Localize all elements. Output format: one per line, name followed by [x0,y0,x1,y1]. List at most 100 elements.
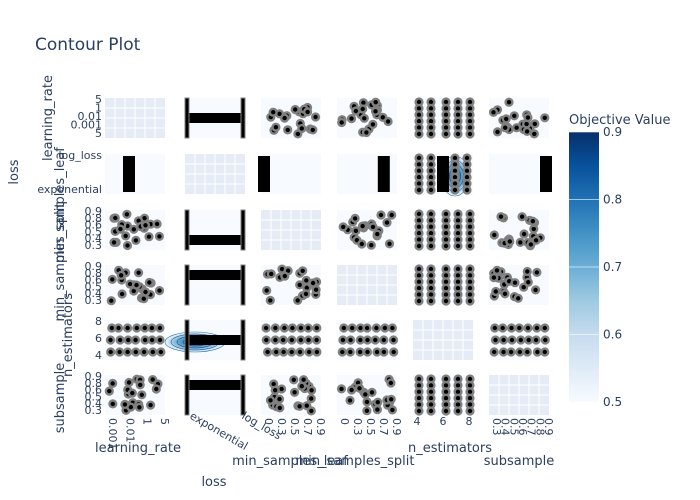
trial-point [131,235,141,246]
trial-point [298,266,308,276]
trial-point [426,241,436,251]
trial-point [519,229,529,239]
trial-point [266,269,276,279]
trial-point [414,406,424,416]
y-axis-title: min_samples_leaf [53,147,68,263]
x-tick-label: 8 [466,415,473,428]
x-tick-label: 6 [440,415,447,428]
trial-point [511,123,522,133]
trial-point [387,405,398,415]
trial-point [289,375,299,385]
x-tick-label: 0.9 [542,418,555,436]
trial-point [370,106,381,116]
subplot-min_samples_leaf-vs-n_estimators [413,209,475,251]
trial-point [262,285,272,296]
trial-point [465,129,475,139]
trial-point [122,209,132,219]
trial-point [490,335,501,345]
y-tick-label: 4 [95,349,102,362]
trial-point [270,335,281,345]
trial-point [373,397,383,407]
trial-edge [240,97,246,139]
trial-point [306,394,316,404]
trial-point [465,296,475,306]
trial-point [501,114,511,124]
trial-point [155,323,165,333]
trial-point [156,347,166,357]
y-tick-label: 0.8 [85,267,103,280]
trial-point [532,347,543,357]
trial-point [280,113,290,123]
trial-point [308,278,318,288]
trial-point [121,231,131,241]
trial-point [139,347,149,357]
trial-point [275,403,285,413]
trial-point [371,323,382,333]
trial-point [312,347,322,357]
trial-point [441,129,451,139]
trial-point [450,185,460,195]
trial-point [261,323,271,333]
trial-point [287,323,298,333]
trial-point [115,224,126,234]
trial-point [540,335,550,345]
trial-point [540,113,550,123]
trial-point [114,347,125,357]
trial-point [274,394,285,404]
trial-point [140,220,151,230]
trial-point [523,112,533,123]
trial-point [358,221,368,231]
trial-point [297,123,307,134]
trial-point [379,347,389,357]
trial-point [426,296,436,306]
trial-point [279,347,289,357]
x-axis-title-loss: loss [201,475,226,490]
trial-point [109,237,119,248]
x-tick-label: 0.001 [106,418,119,450]
trial-point [338,335,348,345]
trial-point [359,113,369,123]
y-axis-title: n_estimators [61,293,76,377]
trial-point [368,222,378,232]
trial-point [515,347,525,357]
x-tick-label: 0.3 [351,418,364,436]
y-tick-label: 6 [95,332,102,345]
subplot-loss-vs-min_samples_leaf [258,154,321,194]
subplot-subsample-vs-min_samples_leaf [261,375,321,416]
trial-point [531,235,541,245]
trial-point [312,323,322,333]
trial-point [106,296,116,306]
trial-point [117,289,127,299]
trial-point [268,107,278,117]
trial-point [498,347,509,357]
trial-point [105,335,116,345]
trial-point [532,267,542,278]
subplot-n_estimators-vs-n_estimators [413,320,473,360]
trial-point [154,231,165,242]
y-tick-label: 0.3 [85,294,103,307]
x-tick-label: 0.7 [377,418,390,436]
x-tick-label: 4 [414,415,421,428]
subplot-min_samples_split-vs-loss [184,264,246,306]
y-tick-label: 0.8 [85,377,103,390]
trial-point [453,406,463,416]
colorbar-tick-label: 0.6 [603,328,622,342]
trial-point [270,385,280,395]
subplot-subsample-vs-loss [184,374,246,416]
subplot-loss-vs-n_estimators [413,153,473,197]
trial-point [120,399,130,410]
trial-point [500,289,510,299]
subplot-subsample-vs-min_samples_split [336,374,398,416]
trial-point [347,323,357,333]
x-axis-title: subsample [484,454,555,469]
x-tick-label: 0.3 [275,418,288,436]
trial-point [296,335,306,345]
trial-point [147,335,157,345]
trial-point [134,268,144,278]
trial-point [522,347,532,357]
trial-point [465,406,475,416]
trial-point [152,219,162,229]
trial-point [498,323,508,333]
y-tick-label: 5 [95,93,102,106]
trial-point [357,239,367,249]
